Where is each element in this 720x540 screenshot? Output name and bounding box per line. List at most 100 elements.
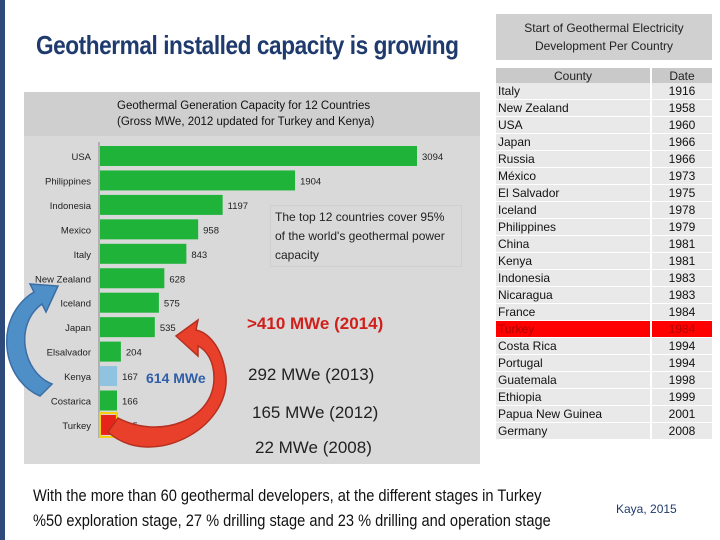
value-label: 204 bbox=[126, 348, 142, 359]
table-row: Turkey 1984 bbox=[496, 320, 712, 338]
category-label: USA bbox=[71, 152, 91, 163]
table-row: New Zealand 1958 bbox=[496, 99, 712, 117]
value-label: 535 bbox=[160, 323, 176, 334]
table-cell-date: 1999 bbox=[650, 388, 712, 406]
category-label: Indonesia bbox=[50, 201, 92, 212]
turkey-capacity-2008: 22 MWe (2008) bbox=[255, 438, 372, 457]
table-row: USA 1960 bbox=[496, 116, 712, 134]
category-label: New Zealand bbox=[35, 274, 91, 285]
table-cell-country: Papua New Guinea bbox=[496, 405, 651, 423]
bar bbox=[100, 194, 223, 215]
kenya-capacity-label: 614 MWe bbox=[146, 370, 206, 386]
bar bbox=[100, 317, 155, 338]
category-label: Mexico bbox=[61, 225, 91, 236]
table-cell-date: 2008 bbox=[650, 422, 712, 440]
category-label: Iceland bbox=[60, 299, 91, 310]
table-row: Iceland 1978 bbox=[496, 201, 712, 219]
table-row: Kenya 1981 bbox=[496, 252, 712, 270]
table-row: Nicaragua 1983 bbox=[496, 286, 712, 304]
table-cell-country: New Zealand bbox=[496, 99, 651, 117]
table-cell-date: 1981 bbox=[650, 252, 712, 270]
table-cell-date: 1984 bbox=[650, 320, 712, 338]
table-row: Papua New Guinea 2001 bbox=[496, 405, 712, 423]
value-label: 166 bbox=[122, 397, 138, 408]
chart-callout: The top 12 countries cover 95% of the wo… bbox=[270, 205, 462, 267]
category-label: Elsalvador bbox=[47, 348, 91, 359]
table-cell-date: 1978 bbox=[650, 201, 712, 219]
category-label: Kenya bbox=[64, 372, 92, 383]
table-row: Germany 2008 bbox=[496, 422, 712, 440]
chart-title: Geothermal Generation Capacity for 12 Co… bbox=[117, 100, 371, 112]
bar bbox=[100, 243, 187, 264]
category-label: Japan bbox=[65, 323, 91, 334]
bar bbox=[100, 170, 296, 191]
table-title: Start of Geothermal Electricity Developm… bbox=[496, 14, 712, 60]
category-label: Costarica bbox=[51, 397, 92, 408]
table-row: Philippines 1979 bbox=[496, 218, 712, 236]
table-row: Italy 1916 bbox=[496, 83, 712, 100]
table-cell-country: Turkey bbox=[496, 320, 651, 338]
bar bbox=[100, 366, 118, 387]
column-header-date: Date bbox=[650, 68, 712, 83]
table-cell-date: 1983 bbox=[650, 269, 712, 287]
bar bbox=[100, 414, 117, 435]
table-cell-country: Costa Rica bbox=[496, 337, 651, 355]
table-cell-country: USA bbox=[496, 116, 651, 134]
table-row: Japan 1966 bbox=[496, 133, 712, 151]
table-cell-country: China bbox=[496, 235, 651, 253]
table-cell-country: El Salvador bbox=[496, 184, 651, 202]
table-cell-country: France bbox=[496, 303, 651, 321]
table-cell-date: 1966 bbox=[650, 150, 712, 168]
start-date-table: County Date Italy 1916 New Zealand 1958 USA 1… bbox=[496, 68, 712, 440]
footer-line-2: %50 exploration stage, 27 % drilling sta… bbox=[33, 511, 551, 530]
turkey-capacity-2012: 165 MWe (2012) bbox=[252, 403, 379, 422]
table-cell-country: Portugal bbox=[496, 354, 651, 372]
table-row: Russia 1966 bbox=[496, 150, 712, 168]
table-cell-country: Germany bbox=[496, 422, 651, 440]
category-label: Philippines bbox=[45, 176, 91, 187]
bar bbox=[100, 390, 118, 411]
table-cell-date: 1916 bbox=[650, 83, 712, 100]
value-label: 1197 bbox=[228, 201, 248, 212]
table-cell-country: Ethiopia bbox=[496, 388, 651, 406]
value-label: 575 bbox=[164, 299, 180, 310]
table-cell-country: Guatemala bbox=[496, 371, 651, 389]
table-header-row: County Date bbox=[496, 68, 712, 83]
value-label: 165 bbox=[122, 421, 138, 432]
value-label: 628 bbox=[169, 274, 185, 285]
table-cell-date: 1983 bbox=[650, 286, 712, 304]
table-cell-date: 1973 bbox=[650, 167, 712, 185]
table-cell-country: Philippines bbox=[496, 218, 651, 236]
turkey-capacity-2013: 292 MWe (2013) bbox=[248, 365, 375, 384]
table-cell-country: Indonesia bbox=[496, 269, 651, 287]
table-cell-date: 1958 bbox=[650, 99, 712, 117]
table-cell-country: México bbox=[496, 167, 651, 185]
table-cell-country: Iceland bbox=[496, 201, 651, 219]
table-cell-country: Kenya bbox=[496, 252, 651, 270]
table-title-line1: Start of Geothermal Electricity bbox=[524, 21, 684, 35]
table-cell-country: Italy bbox=[496, 83, 651, 100]
table-body: Italy 1916 New Zealand 1958 USA 1960 Japan 1966… bbox=[496, 83, 712, 440]
table-cell-country: Japan bbox=[496, 133, 651, 151]
table-row: Portugal 1994 bbox=[496, 354, 712, 372]
turkey-capacity-2014: >410 MWe (2014) bbox=[247, 314, 384, 333]
table-cell-date: 1981 bbox=[650, 235, 712, 253]
table-row: Guatemala 1998 bbox=[496, 371, 712, 389]
bar-chart: USA 3094 Philippines 1904 Indonesia 1197 Mexic… bbox=[35, 142, 443, 438]
table-cell-date: 1994 bbox=[650, 337, 712, 355]
category-label: Italy bbox=[74, 250, 92, 261]
table-cell-date: 1979 bbox=[650, 218, 712, 236]
bar bbox=[100, 219, 199, 240]
value-label: 843 bbox=[191, 250, 207, 261]
table-cell-country: Nicaragua bbox=[496, 286, 651, 304]
table-row: El Salvador 1975 bbox=[496, 184, 712, 202]
table-row: Indonesia 1983 bbox=[496, 269, 712, 287]
footer-line-1: With the more than 60 geothermal develop… bbox=[33, 486, 542, 505]
table-cell-date: 2001 bbox=[650, 405, 712, 423]
table-row: Costa Rica 1994 bbox=[496, 337, 712, 355]
chart-subtitle: (Gross MWe, 2012 updated for Turkey and … bbox=[117, 116, 375, 128]
table-cell-date: 1975 bbox=[650, 184, 712, 202]
chart-header bbox=[24, 92, 480, 136]
table-title-line2: Development Per Country bbox=[534, 39, 674, 53]
table-cell-date: 1998 bbox=[650, 371, 712, 389]
